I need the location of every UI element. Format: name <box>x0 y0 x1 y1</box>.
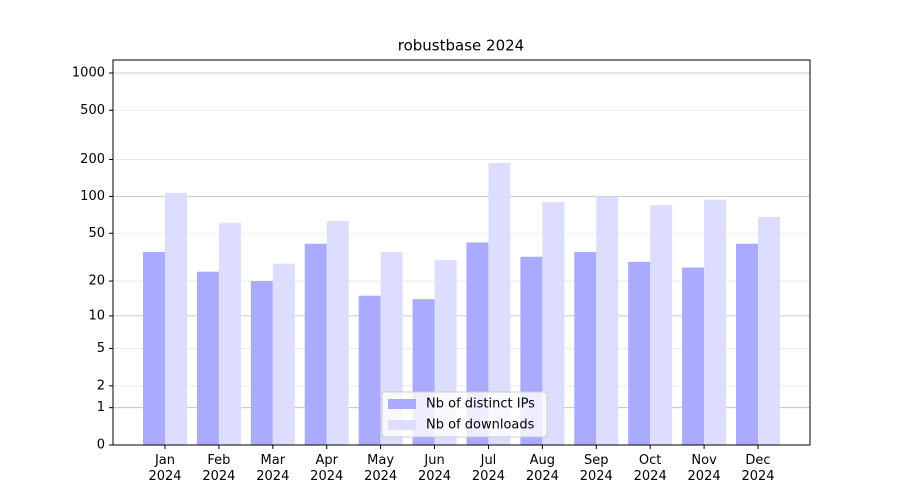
bar <box>326 221 349 445</box>
bar <box>196 271 219 445</box>
legend-swatch <box>388 420 416 430</box>
y-tick-label: 20 <box>88 274 105 289</box>
x-tick-label: Feb 2024 <box>202 453 236 484</box>
y-tick-label: 5 <box>97 341 105 356</box>
x-tick-label: Aug 2024 <box>525 453 559 484</box>
x-tick-label: May 2024 <box>364 453 398 484</box>
bar <box>682 267 705 445</box>
chart-title: robustbase 2024 <box>398 37 524 55</box>
bar <box>574 252 597 445</box>
bar <box>218 222 241 445</box>
legend-frame <box>381 391 548 438</box>
bar <box>272 263 295 445</box>
x-tick-label: Dec 2024 <box>741 453 775 484</box>
legend-label: Nb of distinct IPs <box>426 397 535 412</box>
x-tick-label: Jan 2024 <box>148 453 182 484</box>
y-tick-label: 100 <box>80 189 105 204</box>
legend-label: Nb of downloads <box>426 418 535 433</box>
x-tick-label: Sep 2024 <box>579 453 613 484</box>
bar <box>628 261 651 445</box>
bar <box>704 199 727 445</box>
bar <box>650 205 673 445</box>
y-tick-label: 500 <box>80 103 105 118</box>
y-tick-label: 1000 <box>72 65 105 80</box>
bar <box>165 192 187 445</box>
x-tick-label: Apr 2024 <box>310 453 344 484</box>
y-tick-label: 10 <box>88 308 105 323</box>
y-tick-label: 200 <box>80 152 105 167</box>
bar <box>542 202 565 445</box>
plot-frame <box>112 59 811 446</box>
y-tick-label: 50 <box>88 226 105 241</box>
y-tick-label: 0 <box>97 438 105 453</box>
x-tick-label: Jul 2024 <box>471 453 505 484</box>
bar <box>250 281 273 445</box>
bar <box>143 252 165 445</box>
y-tick-label: 2 <box>97 378 105 393</box>
y-tick-label: 1 <box>97 400 105 415</box>
legend: Nb of distinct IPs Nb of downloads <box>381 391 548 438</box>
bar <box>304 243 327 445</box>
bar <box>596 196 619 445</box>
bar <box>358 295 381 445</box>
x-tick-label: Mar 2024 <box>256 453 290 484</box>
bar <box>488 163 511 445</box>
x-tick-label: Oct 2024 <box>633 453 667 484</box>
bar <box>736 243 758 445</box>
x-tick-label: Nov 2024 <box>687 453 721 484</box>
bar <box>758 217 780 445</box>
x-tick-label: Jun 2024 <box>417 453 452 484</box>
legend-swatch <box>388 399 416 409</box>
